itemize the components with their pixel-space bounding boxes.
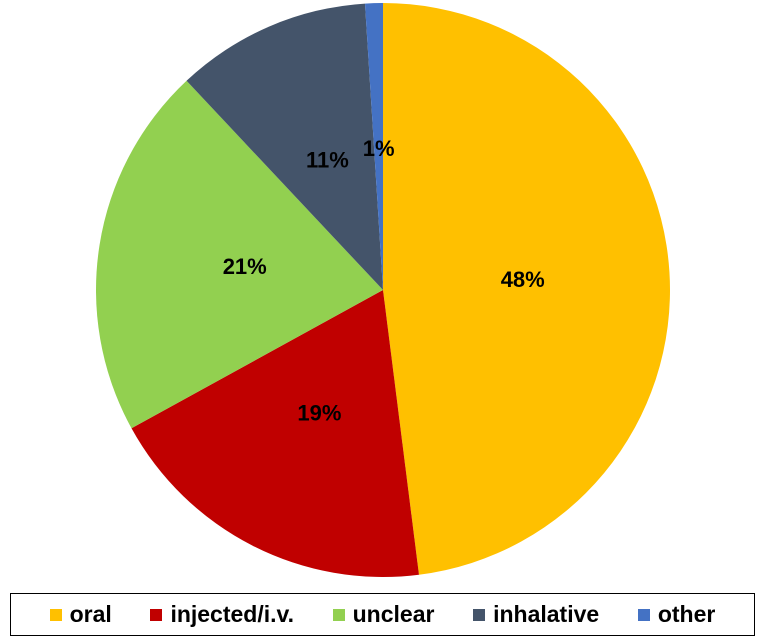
pie-slice (131, 290, 419, 577)
legend-swatch (332, 608, 345, 621)
pie-slice (186, 3, 383, 291)
pie-slice (364, 3, 383, 290)
legend: oral injected/i.v. unclear inhalative other (10, 593, 755, 636)
pie-slice (383, 3, 671, 575)
legend-swatch (473, 608, 486, 621)
legend-item: unclear (332, 601, 435, 628)
chart: 48% 19% 21% 11% 1% (96, 3, 671, 577)
legend-label: other (657, 601, 716, 627)
pie-slice (96, 80, 383, 429)
legend-label: oral (69, 601, 112, 627)
data-label: 48% (501, 267, 545, 292)
data-label: 1% (363, 136, 395, 161)
legend-label: unclear (352, 601, 435, 627)
data-label: 11% (306, 147, 349, 172)
legend-swatch (150, 608, 163, 621)
data-label: 21% (223, 254, 267, 279)
legend-label: injected/i.v. (170, 601, 294, 627)
legend-item: injected/i.v. (150, 601, 294, 628)
data-label: 19% (297, 401, 341, 426)
legend-item: oral (49, 601, 112, 628)
legend-label: inhalative (493, 601, 600, 627)
legend-swatch (637, 608, 650, 621)
legend-item: other (637, 601, 716, 628)
legend-swatch (49, 608, 62, 621)
legend-item: inhalative (473, 601, 599, 628)
